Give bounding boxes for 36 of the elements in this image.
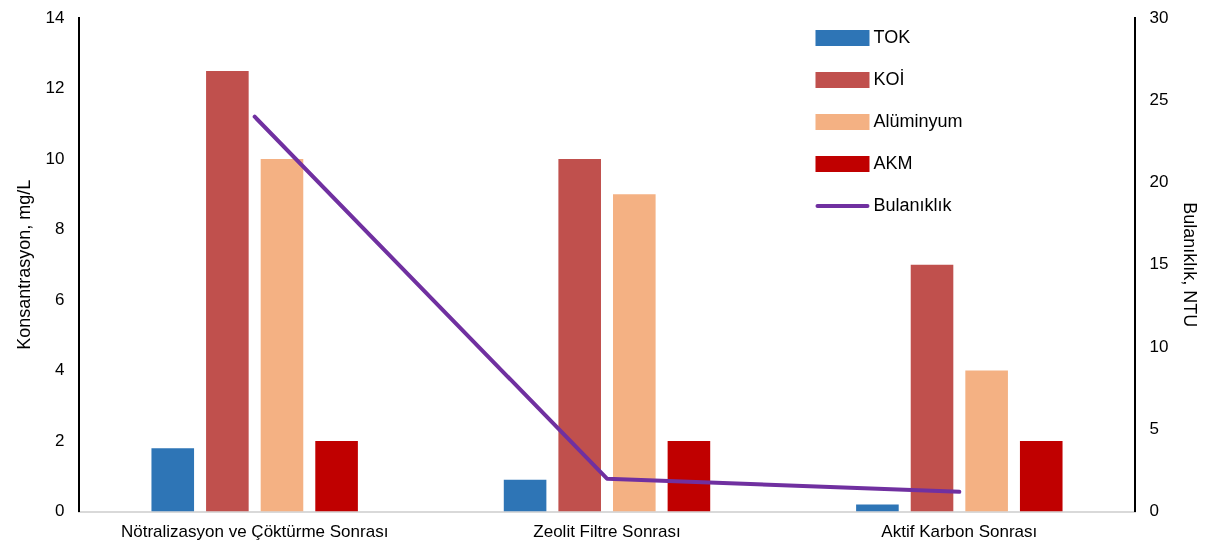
y-tick-label: 4	[55, 360, 65, 380]
y2-tick-label: 25	[1149, 89, 1169, 109]
y2-tick-label: 15	[1149, 254, 1169, 274]
bar	[965, 370, 1008, 512]
bar	[667, 441, 711, 512]
bar	[206, 70, 249, 512]
y-tick-label: 10	[45, 148, 65, 168]
y-tick-label: 2	[55, 430, 65, 450]
y-axis-title: Konsantrasyon, mg/L	[13, 179, 34, 350]
bar	[910, 264, 954, 512]
legend-label: AKM	[873, 152, 913, 173]
y-tick-label: 0	[55, 501, 65, 521]
legend-label: Alüminyum	[873, 110, 963, 131]
y-tick-label: 6	[55, 289, 65, 309]
bar	[1019, 441, 1063, 512]
y2-tick-label: 30	[1149, 7, 1169, 27]
bar	[558, 159, 601, 512]
bar	[151, 448, 195, 512]
y2-tick-label: 0	[1149, 501, 1159, 521]
bar	[260, 159, 304, 512]
bar	[315, 441, 358, 512]
bar	[613, 194, 656, 512]
y2-tick-label: 5	[1149, 419, 1159, 439]
y2-tick-label: 10	[1149, 336, 1169, 356]
legend-label: KOİ	[873, 68, 905, 89]
x-tick-label: Zeolit Filtre Sonrası	[533, 522, 681, 542]
y2-tick-label: 20	[1149, 172, 1169, 192]
y-tick-label: 8	[55, 219, 65, 239]
y2-axis-title: Bulanıklık, NTU	[1180, 202, 1201, 328]
legend-label: TOK	[873, 26, 911, 47]
bar	[503, 479, 547, 512]
legend-label: Bulanıklık	[873, 194, 953, 215]
x-tick-label: Aktif Karbon Sonrası	[881, 522, 1038, 542]
y-tick-label: 14	[45, 7, 65, 27]
x-tick-label: Nötralizasyon ve Çöktürme Sonrası	[120, 522, 389, 542]
y-tick-label: 12	[45, 78, 65, 98]
